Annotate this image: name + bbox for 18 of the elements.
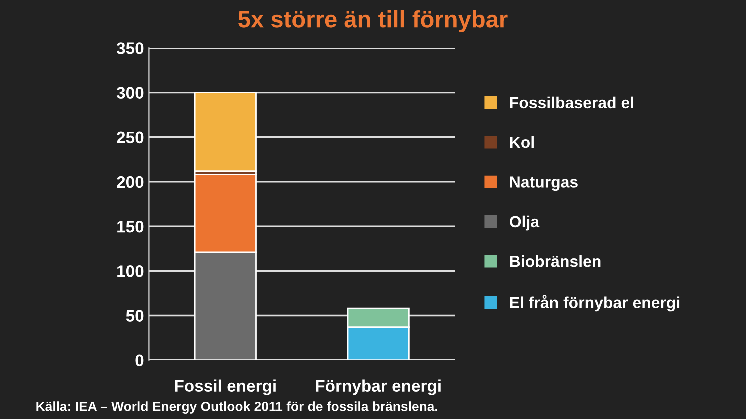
legend-label: Olja bbox=[510, 216, 540, 231]
legend-label: El från förnybar energi bbox=[510, 295, 680, 312]
legend-label: Naturgas bbox=[510, 176, 578, 192]
y-tick-label: 200 bbox=[117, 176, 144, 188]
y-tick-label: 300 bbox=[116, 87, 144, 100]
x-tick-label: Fossil energi bbox=[175, 380, 276, 396]
y-tick-label: 250 bbox=[117, 132, 144, 144]
legend-label: Kol bbox=[510, 136, 534, 148]
text: Källa: IEA – World Energy Outlook 2011 för de fossila bränslena. bbox=[36, 402, 438, 414]
y-tick-label: 150 bbox=[118, 220, 144, 233]
legend-label: Fossilbaserad el bbox=[510, 96, 634, 109]
x-tick-label: Förnybar energi bbox=[316, 380, 441, 396]
y-tick-label: 100 bbox=[118, 266, 144, 278]
y-tick-label: 0 bbox=[136, 354, 144, 367]
y-tick-label: 50 bbox=[126, 310, 144, 322]
chart-title: 5x större än till förnybar bbox=[238, 10, 508, 32]
legend-label: Biobränslen bbox=[510, 256, 601, 268]
y-tick-label: 350 bbox=[116, 42, 144, 54]
